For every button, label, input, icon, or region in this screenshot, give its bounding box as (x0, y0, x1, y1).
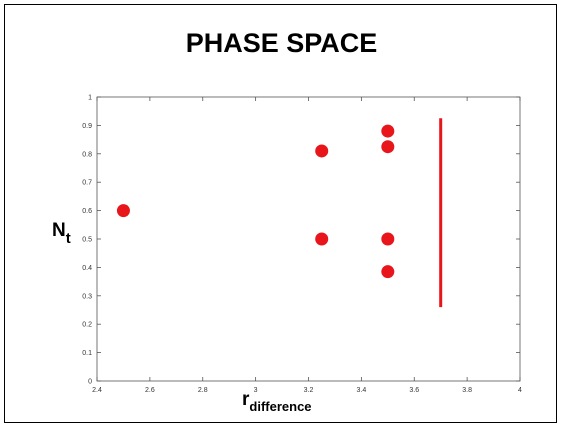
x-tick-label: 3.4 (357, 387, 367, 394)
y-tick-label: 0.3 (82, 293, 92, 300)
y-tick-label: 0.6 (82, 208, 92, 215)
data-point (381, 232, 395, 246)
y-tick-label: 0.2 (82, 322, 92, 329)
y-axis-label-main: N (52, 220, 66, 241)
y-tick-label: 0.9 (82, 123, 92, 130)
x-axis-label-subscript: difference (249, 399, 312, 414)
y-tick-label: 0 (88, 379, 92, 386)
data-point (315, 232, 329, 246)
x-tick-label: 3 (254, 387, 258, 394)
x-tick-label: 3.8 (462, 387, 472, 394)
slide-frame (4, 4, 557, 423)
chart-title: PHASE SPACE (185, 28, 378, 58)
y-tick-label: 0.4 (82, 265, 92, 272)
y-tick-label: 1 (88, 95, 92, 102)
x-tick-label: 2.8 (198, 387, 208, 394)
data-point (315, 144, 329, 158)
x-tick-label: 2.4 (92, 387, 102, 394)
y-tick-label: 0.8 (82, 151, 92, 158)
data-point (116, 204, 130, 218)
y-tick-label: 0.7 (82, 180, 92, 187)
y-tick-label: 0.1 (82, 350, 92, 357)
x-tick-label: 3.2 (304, 387, 314, 394)
plot-area-frame (96, 96, 521, 382)
data-point (381, 124, 395, 138)
y-axis-label-subscript: t (65, 230, 71, 247)
x-axis-label: rdifference (242, 389, 312, 414)
data-point (381, 140, 395, 154)
x-tick-label: 4 (518, 387, 522, 394)
y-tick-label: 0.5 (82, 237, 92, 244)
x-tick-label: 3.6 (409, 387, 419, 394)
y-axis-label: Nt (52, 220, 71, 247)
data-point (381, 265, 395, 279)
x-tick-label: 2.6 (145, 387, 155, 394)
x-axis-label-main: r (242, 389, 250, 410)
